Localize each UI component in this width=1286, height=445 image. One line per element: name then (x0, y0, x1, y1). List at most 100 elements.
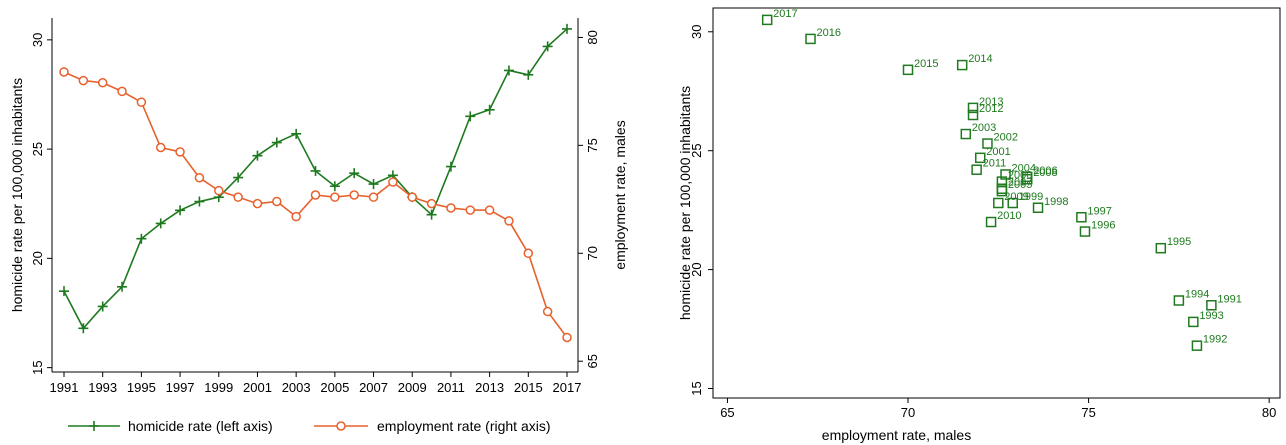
y-tick-label: 30 (689, 25, 704, 39)
x-tick-label: 2003 (282, 380, 311, 395)
x-tick-label: 2015 (514, 380, 543, 395)
x-tick-label: 2005 (320, 380, 349, 395)
legend-homicide-label: homicide rate (left axis) (128, 418, 273, 434)
x-axis-title: employment rate, males (822, 427, 971, 443)
employment-point (214, 185, 224, 196)
x-tick-label: 2007 (359, 380, 388, 395)
employment-point (136, 97, 147, 107)
scatter-point-label: 2010 (997, 210, 1021, 222)
homicide-point (310, 165, 321, 176)
scatter-point-2001 (974, 152, 986, 164)
employment-point (291, 211, 301, 222)
employment-point (233, 192, 243, 202)
scatter-point-label: 2017 (773, 8, 797, 20)
x-tick-label: 2011 (437, 380, 465, 395)
left-y-tick-label: 25 (30, 142, 45, 156)
scatter-point-1998 (1032, 202, 1044, 214)
left-y-tick-label: 30 (30, 33, 45, 47)
scatter-point-1995 (1155, 242, 1167, 254)
homicide-point (271, 137, 282, 148)
scatter-point-label: 2004 (1012, 162, 1036, 174)
scatter-point-label: 1999 (1019, 191, 1043, 203)
scatter-point-label: 2007 (1008, 177, 1032, 189)
plot-frame (712, 7, 1281, 399)
scatter-point-1991 (1206, 300, 1217, 311)
scatter-point-1997 (1076, 212, 1087, 223)
homicide-point (97, 301, 108, 312)
scatter-point-1994 (1173, 295, 1185, 306)
y-tick-label: 20 (689, 262, 704, 276)
scatter-point-label: 2005 (1008, 179, 1032, 191)
homicide-point (291, 128, 302, 139)
employment-point (310, 190, 321, 200)
scatter-point-2010 (985, 216, 997, 228)
scatter-point-1999 (1007, 197, 1019, 209)
scatter-point-2008 (1021, 173, 1033, 185)
employment-point (330, 192, 340, 202)
scatter-point-2002 (982, 138, 993, 149)
employment-point (97, 78, 108, 88)
homicide-point (465, 111, 476, 122)
homicide-point (562, 23, 572, 34)
scatter-point-2016 (805, 33, 816, 45)
homicide-point (175, 205, 186, 216)
employment-point (272, 196, 282, 207)
x-tick-label: 1991 (50, 380, 79, 395)
employment-point (175, 147, 185, 157)
scatter-point-label: 2016 (817, 27, 841, 39)
scatter-point-label: 2011 (983, 158, 1007, 170)
scatter-point-2007 (996, 183, 1008, 194)
scatter-point-label: 1994 (1185, 289, 1209, 301)
scatter-point-2012 (967, 109, 979, 121)
x-tick-label: 1993 (88, 380, 117, 395)
scatter-point-label: 2006 (1033, 165, 1057, 177)
scatter-point-2009 (993, 197, 1004, 209)
legend-homicide-marker (89, 421, 99, 431)
series-line-homicide (63, 28, 568, 330)
scatter-point-label: 2008 (1033, 167, 1057, 179)
homicide-point (349, 168, 360, 179)
y-axis-title: homicide rate per 100,000 inhabitants (677, 86, 693, 320)
y-tick-label: 25 (689, 143, 704, 157)
scatter-point-label: 1991 (1217, 293, 1241, 305)
employment-point (523, 248, 534, 259)
employment-point (504, 216, 514, 226)
employment-point (484, 205, 495, 215)
scatter-point-1992 (1191, 340, 1203, 351)
x-tick-label: 1997 (166, 380, 195, 395)
employment-point (349, 190, 359, 200)
homicide-point (542, 41, 553, 52)
homicide-point (78, 323, 89, 334)
scatter-point-label: 2009 (1004, 191, 1028, 203)
x-tick-label: 75 (1081, 405, 1095, 420)
x-tick-label: 2017 (553, 380, 582, 395)
homicide-point (523, 69, 534, 80)
x-tick-label: 1995 (127, 380, 156, 395)
scatter-point-label: 1998 (1044, 196, 1068, 208)
scatter-point-2004 (1000, 169, 1011, 180)
y-tick-label: 15 (689, 381, 704, 395)
employment-point (562, 332, 572, 343)
scatter-point-label: 1997 (1087, 205, 1111, 217)
scatter-point-label: 1992 (1203, 334, 1227, 346)
scatter-point-label: 2014 (968, 53, 992, 65)
right-y-tick-label: 75 (585, 138, 600, 152)
left-y-tick-label: 15 (30, 360, 45, 374)
employment-point (252, 198, 263, 209)
x-tick-label: 80 (1262, 405, 1276, 420)
employment-point (542, 306, 553, 317)
series-line-employment (63, 71, 568, 338)
scatter-point-2003 (960, 128, 972, 140)
employment-point (368, 192, 379, 202)
scatter-point-label: 1993 (1199, 310, 1223, 322)
x-tick-label: 70 (901, 405, 915, 420)
homicide-point (484, 104, 495, 115)
scatter-point-label: 2002 (993, 132, 1017, 144)
scatter-point-1993 (1188, 316, 1199, 328)
employment-point (78, 75, 89, 86)
left-y-tick-label: 20 (30, 251, 45, 265)
employment-point (388, 177, 398, 187)
right-y-tick-label: 70 (585, 246, 600, 260)
scatter-point-1996 (1079, 226, 1091, 237)
